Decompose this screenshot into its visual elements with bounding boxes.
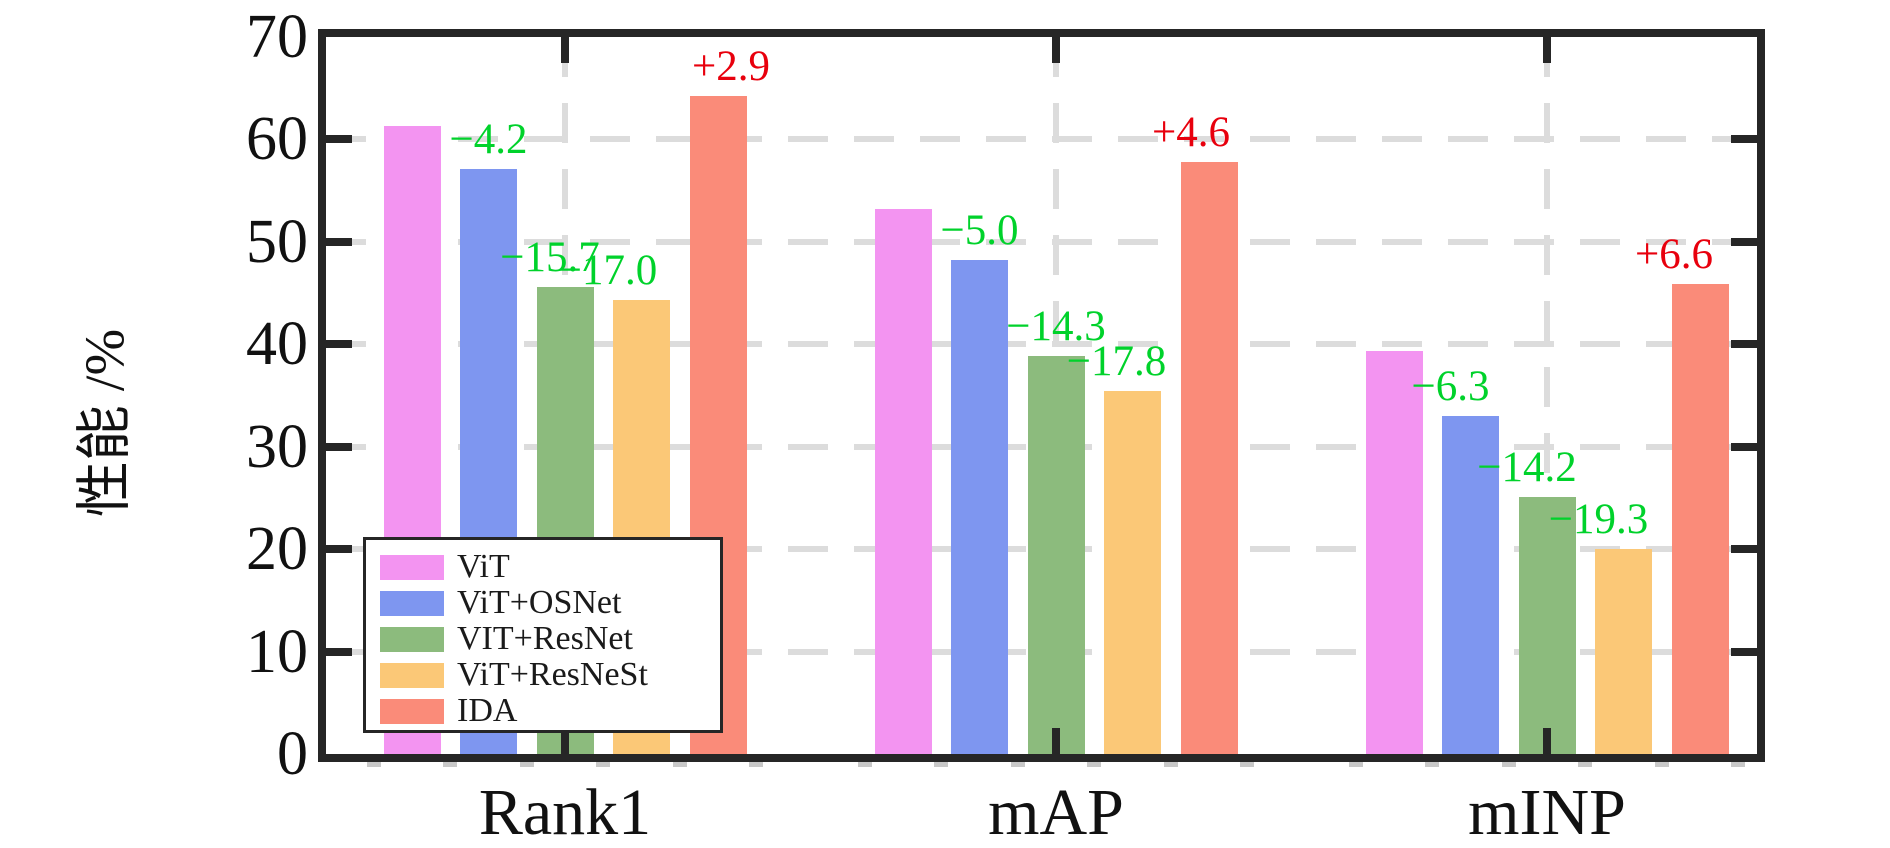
legend-label: ViT+OSNet — [457, 584, 622, 621]
bar-vit — [1365, 351, 1423, 754]
y-tick-label: 0 — [277, 720, 308, 788]
y-tick-label: 40 — [246, 310, 308, 379]
bar-annotation: +2.9 — [691, 43, 770, 91]
x-minor-tick — [857, 762, 872, 767]
bar-annotation: −14.2 — [1477, 443, 1577, 491]
x-category-label: mINP — [1468, 776, 1626, 848]
gridline-horizontal — [326, 341, 1757, 348]
bar-annotation: −15.7 — [500, 233, 600, 281]
y-tick-left — [326, 647, 352, 656]
legend-item: ViT — [380, 549, 720, 585]
legend-swatch — [380, 698, 444, 724]
x-minor-tick — [1240, 762, 1255, 767]
bar-vit-osnet — [1442, 415, 1499, 754]
x-tick-top — [1052, 37, 1060, 63]
y-tick-right — [1731, 237, 1757, 246]
y-tick-label: 20 — [246, 515, 308, 584]
y-axis-title: 性能 /% — [74, 328, 137, 518]
y-tick-right — [1731, 442, 1757, 451]
x-tick-top — [561, 37, 569, 63]
bar-vit-resnet — [1518, 496, 1576, 754]
bar-annotation: −17.8 — [1066, 338, 1167, 386]
y-tick-left — [326, 340, 352, 349]
x-minor-tick — [596, 762, 611, 767]
x-tick-bottom — [1543, 728, 1551, 754]
bar-vit-resnet — [1027, 355, 1085, 754]
x-minor-tick — [1501, 762, 1516, 767]
legend-label: ViT+ResNeSt — [457, 656, 648, 693]
bar-annotation: +6.6 — [1634, 230, 1713, 278]
y-tick-right — [1731, 545, 1757, 554]
bar-vit-osnet — [951, 260, 1008, 754]
y-tick-left — [326, 237, 352, 246]
legend-swatch — [380, 662, 444, 688]
bar-annotation: +4.6 — [1151, 108, 1230, 156]
legend-item: ViT+OSNet — [380, 585, 720, 621]
y-tick-right — [1731, 340, 1757, 349]
legend-label: VIT+ResNet — [457, 620, 633, 657]
x-tick-bottom — [1052, 728, 1060, 754]
legend-item: VIT+ResNet — [380, 621, 720, 657]
x-minor-tick — [1010, 762, 1025, 767]
bar-vit-resnest — [1595, 549, 1652, 754]
legend-label: ViT — [457, 548, 510, 585]
x-minor-tick — [1163, 762, 1178, 767]
legend-item: ViT+ResNeSt — [380, 657, 720, 693]
y-tick-label: 30 — [246, 412, 308, 481]
x-minor-tick — [934, 762, 949, 767]
legend-item: IDA — [380, 693, 720, 729]
y-tick-right — [1731, 135, 1757, 144]
bar-vit — [874, 209, 932, 754]
x-minor-tick — [443, 762, 458, 767]
x-category-label: Rank1 — [478, 776, 652, 848]
bar-ida — [1671, 283, 1729, 754]
bar-annotation: −19.3 — [1548, 496, 1649, 544]
bar-annotation: −6.3 — [1411, 362, 1490, 410]
x-category-label: mAP — [988, 776, 1124, 848]
x-tick-bottom — [561, 728, 569, 754]
legend-swatch — [380, 626, 444, 652]
bar-ida — [1180, 161, 1238, 754]
bar-annotation: −14.3 — [1006, 302, 1106, 350]
gridline-horizontal — [326, 136, 1757, 143]
y-tick-left — [326, 545, 352, 554]
y-tick-label: 70 — [246, 3, 308, 71]
legend-swatch — [380, 590, 444, 616]
gridline-vertical — [1544, 37, 1550, 754]
gridline-horizontal — [326, 238, 1757, 245]
x-minor-tick — [1348, 762, 1363, 767]
y-tick-left — [326, 135, 352, 144]
x-minor-tick — [1731, 762, 1746, 767]
x-minor-tick — [519, 762, 534, 767]
legend: ViT ViT+OSNet VIT+ResNet ViT+ResNeSt IDA — [363, 537, 723, 733]
x-minor-tick — [1578, 762, 1593, 767]
x-minor-tick — [1425, 762, 1440, 767]
x-minor-tick — [672, 762, 687, 767]
bar-annotation: −5.0 — [940, 207, 1019, 255]
legend-label: IDA — [457, 692, 518, 729]
y-tick-label: 60 — [246, 105, 308, 174]
legend-swatch — [380, 554, 444, 580]
x-minor-tick — [1654, 762, 1669, 767]
x-minor-tick — [749, 762, 764, 767]
x-minor-tick — [1087, 762, 1102, 767]
y-tick-right — [1731, 647, 1757, 656]
y-tick-label: 10 — [246, 617, 308, 686]
bar-annotation: −17.0 — [557, 247, 658, 295]
y-tick-left — [326, 442, 352, 451]
x-minor-tick — [366, 762, 381, 767]
bar-annotation: −4.2 — [449, 116, 528, 164]
y-tick-label: 50 — [246, 207, 308, 276]
bar-vit-resnest — [1104, 391, 1161, 754]
x-tick-top — [1543, 37, 1551, 63]
